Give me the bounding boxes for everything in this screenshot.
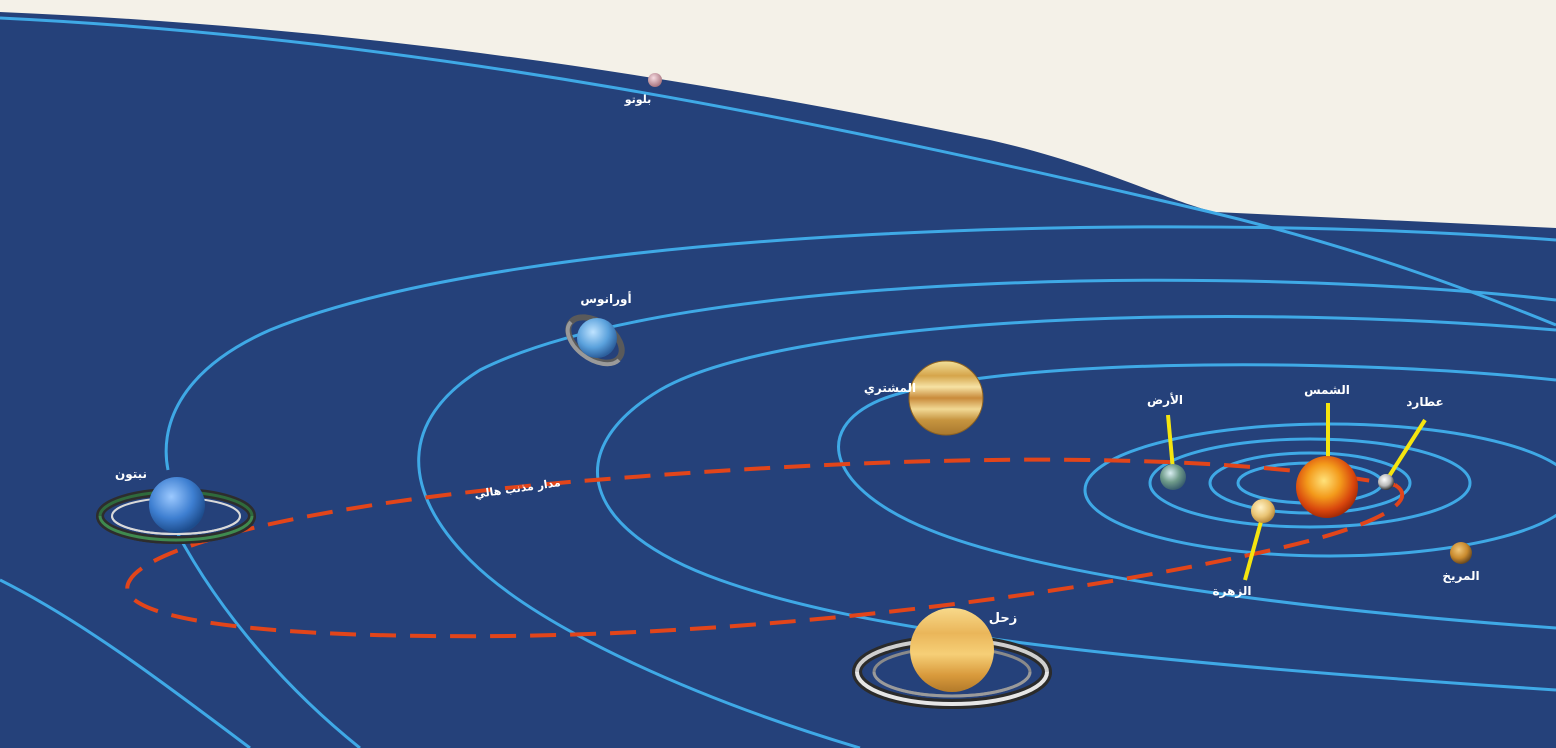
mercury-planet <box>1378 474 1394 490</box>
saturn-label: زحل <box>989 611 1017 626</box>
jupiter-label: المشتري <box>864 381 916 395</box>
outer-orbit-2 <box>417 278 1556 748</box>
outer-orbit-1 <box>164 225 1556 471</box>
earth-pointer <box>1166 414 1175 471</box>
mars-label: المريخ <box>1442 569 1479 583</box>
mercury-pointer <box>1386 418 1427 480</box>
jupiter-orbit <box>837 363 1556 630</box>
earth-label: الأرض <box>1147 392 1183 407</box>
pluto-planet <box>648 73 662 87</box>
space-background <box>0 12 1556 748</box>
mercury-label: عطارد <box>1406 395 1443 409</box>
venus-orbit <box>1208 451 1412 515</box>
venus-pointer <box>1243 517 1264 581</box>
neptune-planet <box>96 477 256 544</box>
jupiter-planet <box>908 360 984 436</box>
earth-planet <box>1160 464 1186 490</box>
pluto-label: بلوتو <box>624 93 652 106</box>
mars-planet <box>1450 542 1472 564</box>
sun-label: الشمس <box>1304 383 1350 397</box>
saturn-planet <box>852 608 1052 709</box>
lower-left-orbit <box>0 578 251 748</box>
pluto-orbit <box>0 16 1556 327</box>
halley-comet-orbit <box>125 457 1405 639</box>
uranus-planet <box>565 314 625 367</box>
pointers <box>1166 403 1427 581</box>
outer-orbit-1-lower <box>166 514 361 748</box>
sun <box>1296 456 1358 518</box>
outer-orbit-3 <box>596 315 1556 692</box>
neptune-label: نبتون <box>115 467 147 482</box>
earth-orbit <box>1148 437 1472 529</box>
venus-planet <box>1251 499 1275 523</box>
uranus-label: أورانوس <box>580 291 631 307</box>
venus-label: الزهرة <box>1213 584 1252 598</box>
